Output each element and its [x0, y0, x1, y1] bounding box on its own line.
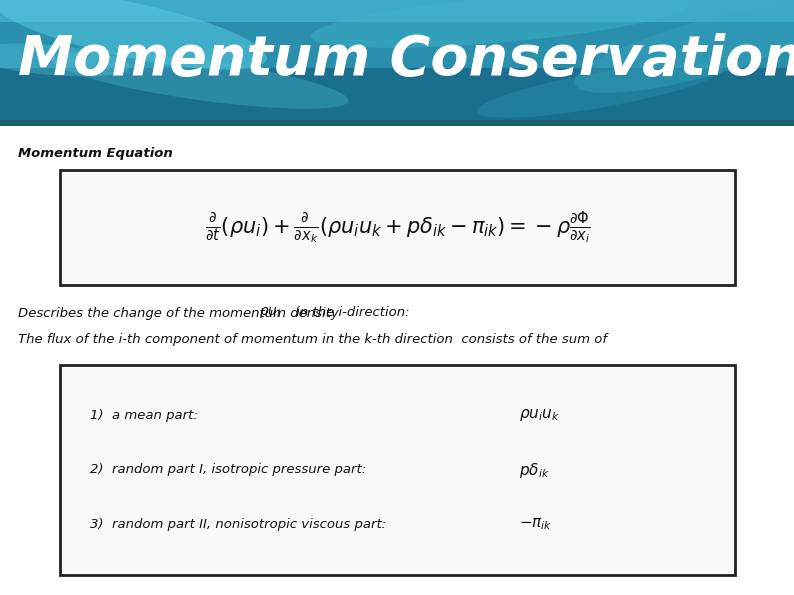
Text: 1)  a mean part:: 1) a mean part: [90, 409, 198, 422]
Text: $\rho u_i u_k$: $\rho u_i u_k$ [519, 408, 560, 424]
Ellipse shape [0, 43, 129, 77]
FancyBboxPatch shape [60, 365, 735, 575]
Text: 3)  random part II, nonisotropic viscous part:: 3) random part II, nonisotropic viscous … [90, 518, 386, 531]
Ellipse shape [0, 0, 267, 70]
Text: Momentum Conservation: Momentum Conservation [18, 33, 794, 86]
Text: $-\pi_{ik}$: $-\pi_{ik}$ [519, 516, 553, 533]
Text: $\frac{\partial}{\partial t}(\rho u_i)+\frac{\partial}{\partial x_k}(\rho u_i u_: $\frac{\partial}{\partial t}(\rho u_i)+\… [205, 209, 591, 246]
Bar [0, 68, 794, 124]
Ellipse shape [52, 51, 349, 109]
Ellipse shape [574, 7, 794, 93]
Text: $\rho u_i$: $\rho u_i$ [259, 305, 281, 321]
Text: The flux of the i-th component of momentum in the k-th direction  consists of th: The flux of the i-th component of moment… [18, 333, 607, 346]
Text: Momentum Equation: Momentum Equation [18, 148, 173, 161]
Text: in the i-direction:: in the i-direction: [291, 306, 410, 320]
Text: Describes the change of the momentum density: Describes the change of the momentum den… [18, 306, 343, 320]
Text: $p\delta_{ik}$: $p\delta_{ik}$ [519, 461, 549, 480]
Bar [0, 120, 794, 126]
Bar [0, 132, 794, 595]
FancyBboxPatch shape [60, 170, 735, 285]
Ellipse shape [310, 0, 689, 48]
Bar [0, 0, 794, 23]
Ellipse shape [477, 62, 723, 118]
Text: 2)  random part I, isotropic pressure part:: 2) random part I, isotropic pressure par… [90, 464, 366, 477]
Bar [0, 0, 794, 124]
